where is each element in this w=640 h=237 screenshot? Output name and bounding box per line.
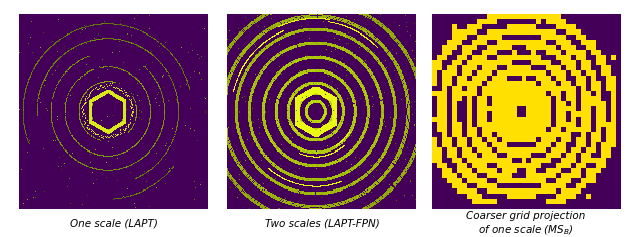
- Text: Coarser grid projection
of one scale (MS$_B$): Coarser grid projection of one scale (MS…: [467, 211, 586, 237]
- Text: Two scales (LAPT-FPN): Two scales (LAPT-FPN): [264, 219, 380, 229]
- Text: One scale (LAPT): One scale (LAPT): [70, 219, 158, 229]
